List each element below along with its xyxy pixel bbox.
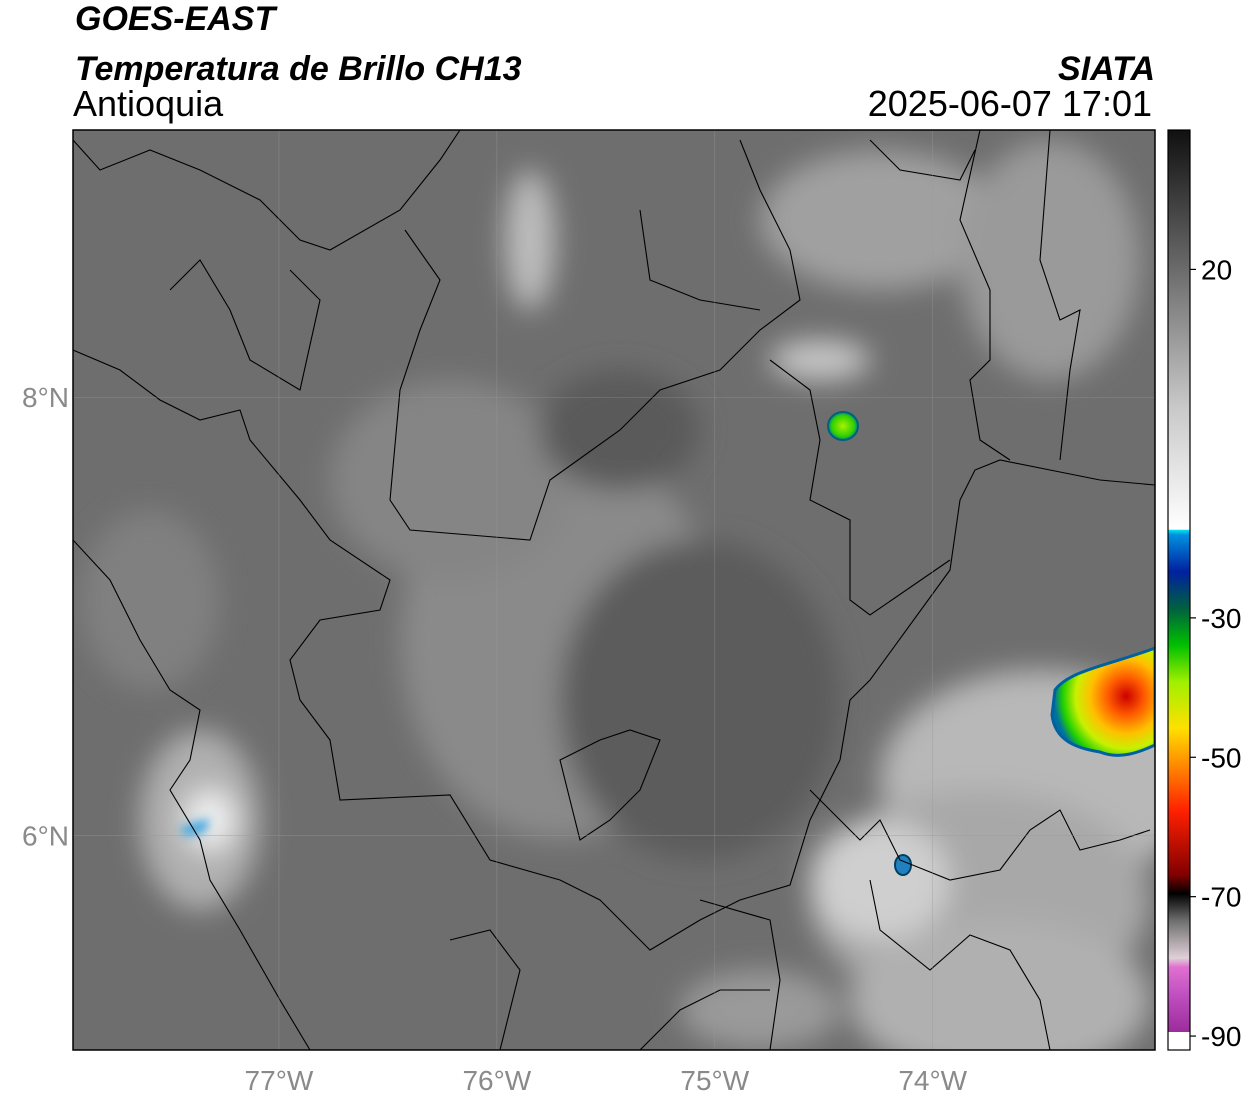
lon-tick-label: 74°W: [898, 1065, 967, 1096]
region: Antioquia: [73, 83, 224, 124]
ticks: 8°N 6°N 77°W 76°W 75°W 74°W 20 -30 -50 -70 -90: [22, 254, 1241, 1096]
colorbar-tick-label: -90: [1201, 1021, 1241, 1052]
title: GOES-EAST: [75, 0, 278, 38]
graticule: [73, 130, 1155, 1050]
lat-tick-label: 8°N: [22, 382, 69, 413]
colorbar-tick-label: -50: [1201, 742, 1241, 773]
subtitle: Temperatura de Brillo CH13: [75, 50, 522, 88]
map-image: [73, 130, 1155, 1050]
lon-tick-label: 75°W: [680, 1065, 749, 1096]
datetime: 2025-06-07 17:01: [868, 83, 1152, 124]
convective-cells: [180, 411, 1155, 876]
source: SIATA: [1058, 50, 1155, 88]
map-frame: [72, 129, 1156, 1051]
colorbar: [1168, 130, 1190, 1050]
lon-tick-label: 77°W: [245, 1065, 314, 1096]
colorbar-tick-label: -30: [1201, 603, 1241, 634]
lat-tick-label: 6°N: [22, 820, 69, 851]
borders: [73, 130, 1155, 1050]
colorbar-tick-label: 20: [1201, 254, 1232, 285]
colorbar-frame: [1167, 129, 1191, 1051]
colorbar-under: [1168, 1032, 1190, 1050]
colorbar-tick-label: -70: [1201, 882, 1241, 913]
lon-tick-label: 76°W: [462, 1065, 531, 1096]
